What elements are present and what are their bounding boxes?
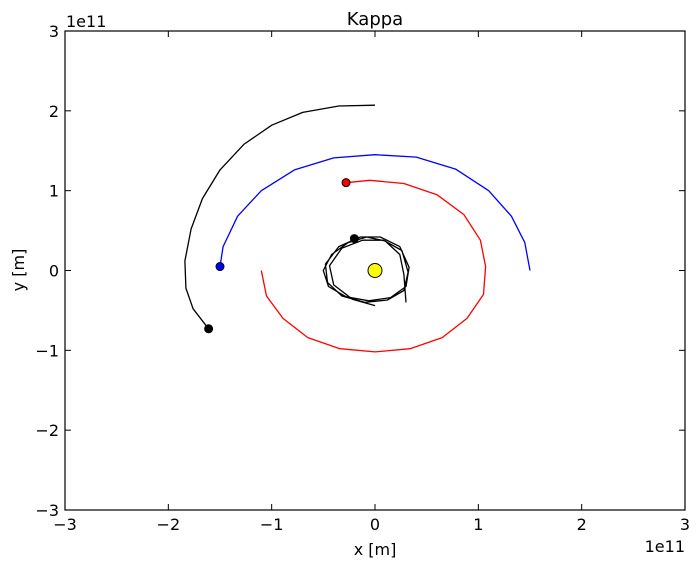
y-tick-label: −3 (35, 501, 59, 520)
y-tick-label: 2 (49, 102, 59, 121)
orbit-path-0 (184, 104, 376, 330)
x-tick-label: −1 (260, 515, 284, 534)
central-body-marker (367, 263, 383, 278)
x-tick-label: −3 (53, 515, 77, 534)
orbit-path-1 (219, 154, 531, 271)
orbit-path-3 (322, 236, 410, 307)
x-tick-label: 3 (680, 515, 690, 534)
x-tick-label: −2 (157, 515, 181, 534)
body-marker-3 (349, 234, 359, 244)
plot-area (184, 104, 531, 353)
x-tick-label: 1 (473, 515, 483, 534)
x-axis-label: x [m] (354, 540, 397, 559)
y-offset-label: 1e11 (66, 12, 106, 31)
x-offset-label: 1e11 (645, 537, 685, 556)
body-marker-0 (204, 324, 214, 334)
body-marker-2 (341, 178, 351, 188)
y-tick-label: 3 (49, 22, 59, 41)
x-tick-label: 2 (577, 515, 587, 534)
y-tick-label: 1 (49, 182, 59, 201)
orbit-path-2 (260, 179, 487, 353)
x-tick-label: 0 (370, 515, 380, 534)
y-tick-label: −2 (35, 421, 59, 440)
y-tick-label: −1 (35, 341, 59, 360)
chart-title: Kappa (347, 9, 403, 30)
y-axis-label: y [m] (9, 249, 28, 292)
y-tick-label: 0 (49, 262, 59, 281)
axis-ticks: −3−3 −2 −2 −1 −1 0 0 1 1 2 2 3 3 (35, 22, 690, 534)
body-marker-1 (215, 262, 225, 272)
